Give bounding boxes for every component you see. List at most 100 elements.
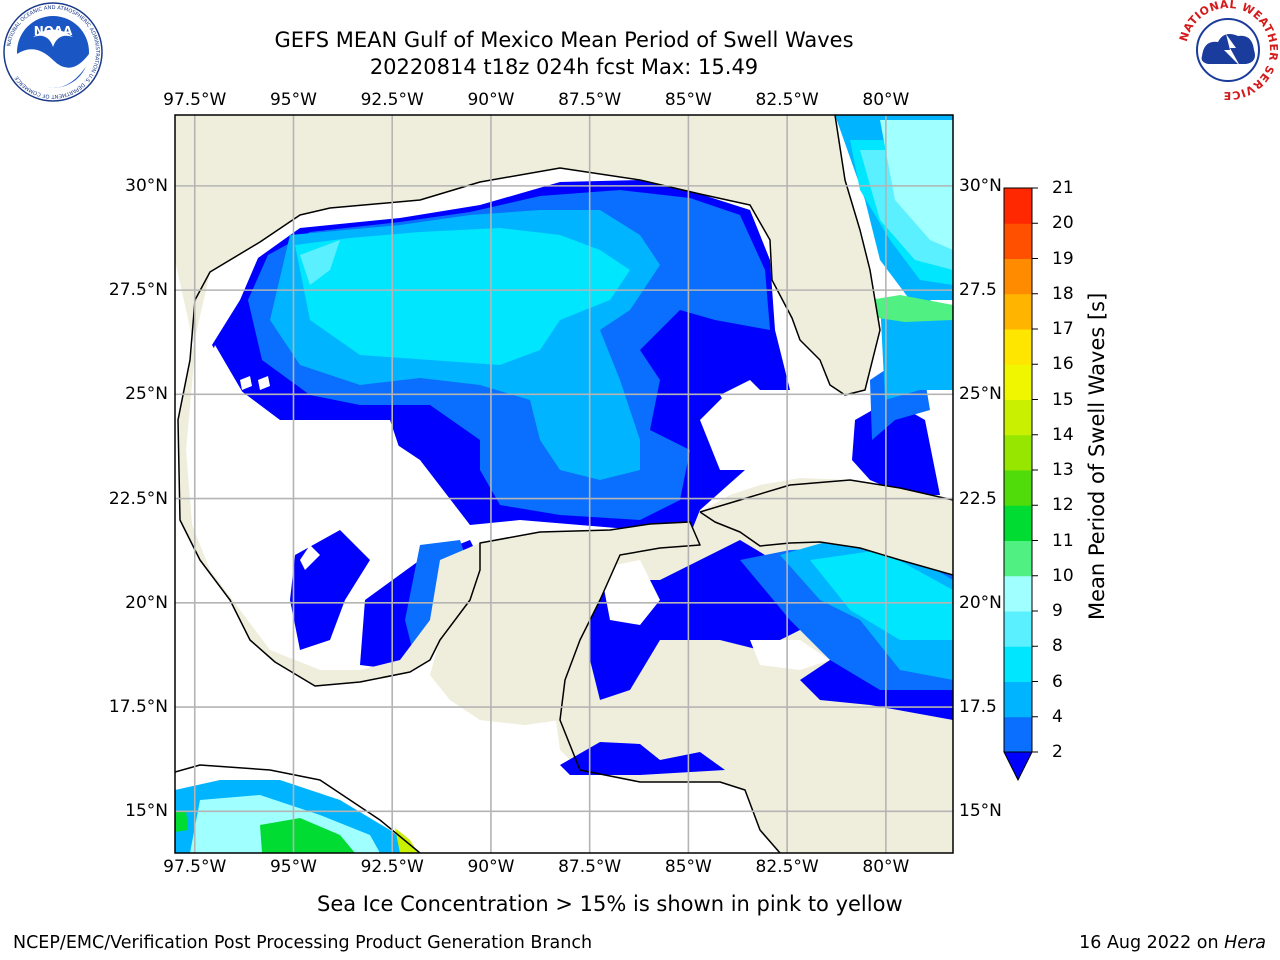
no-data-region-5 xyxy=(750,640,830,670)
tick-label: 85°W xyxy=(664,90,712,110)
swell-field-15 xyxy=(295,228,630,365)
colorbar-extend-arrow xyxy=(1003,751,1033,782)
no-data-region-3 xyxy=(300,545,320,570)
colorbar-segment-7 xyxy=(1004,470,1032,506)
tick-label: 90°W xyxy=(467,90,515,110)
footer-machine: Hera xyxy=(1224,933,1266,953)
colorbar-label: Mean Period of Swell Waves [s] xyxy=(1085,292,1109,620)
no-data-region-0 xyxy=(200,345,400,530)
tick-label: 95°W xyxy=(269,90,317,110)
coastline-4 xyxy=(175,764,421,853)
chart-title: GEFS MEAN Gulf of Mexico Mean Period of … xyxy=(274,28,854,52)
chart-subtitle: 20220814 t18z 024h fcst Max: 15.49 xyxy=(369,55,759,79)
colorbar-tick-label: 18 xyxy=(1052,283,1074,304)
colorbar-segment-3 xyxy=(1004,611,1032,647)
colorbar-segment-6 xyxy=(1004,505,1032,541)
tick-label: 27.5°N xyxy=(108,280,168,301)
colorbar-segment-15 xyxy=(1004,188,1032,224)
colorbar-tick-label: 14 xyxy=(1052,424,1074,445)
swell-field-26 xyxy=(175,810,188,832)
colorbar-segment-9 xyxy=(1004,399,1032,436)
coastline-2 xyxy=(699,479,953,513)
colorbar-segment-13 xyxy=(1004,258,1032,295)
colorbar-segment-2 xyxy=(1004,646,1032,682)
swell-field-24 xyxy=(260,818,355,853)
coastline-0 xyxy=(194,115,881,396)
colorbar-segment-12 xyxy=(1004,293,1032,330)
swell-field-18 xyxy=(300,240,340,285)
tick-label: 30°N xyxy=(125,175,168,196)
tick-label: 15°N xyxy=(125,801,168,822)
colorbar-segment-11 xyxy=(1004,329,1032,365)
tick-label: 22.5 xyxy=(959,488,997,509)
colorbar-segment-10 xyxy=(1004,364,1032,400)
footer-branch: NCEP/EMC/Verification Post Processing Pr… xyxy=(13,933,593,953)
tick-label: 87.5°W xyxy=(558,90,622,110)
map-clip-group xyxy=(175,115,953,853)
swell-field-20 xyxy=(880,120,953,250)
tick-label: 97.5°W xyxy=(163,90,227,110)
no-data-region-1 xyxy=(240,376,252,390)
tick-label: 82.5°W xyxy=(755,857,819,877)
tick-label: 97.5°W xyxy=(163,857,227,877)
colorbar-tick-label: 9 xyxy=(1052,601,1063,621)
colorbar-segment-4 xyxy=(1004,575,1032,612)
tick-label: 85°W xyxy=(664,857,712,877)
map-frame xyxy=(174,114,954,854)
tick-label: 92.5°W xyxy=(360,857,424,877)
land-cuba-top xyxy=(700,480,953,575)
tick-label: 90°W xyxy=(467,857,515,877)
coastline-3 xyxy=(699,511,953,576)
colorbar-tick-label: 15 xyxy=(1052,389,1074,410)
noaa-logo-icon: NATIONAL OCEANIC AND ATMOSPHERIC ADMINIS… xyxy=(3,2,103,102)
tick-label: 80°W xyxy=(862,857,910,877)
tick-label: 20°N xyxy=(959,592,1002,613)
noaa-logo-text: NOAA xyxy=(34,24,73,38)
tick-label: 25°N xyxy=(125,384,168,405)
colorbar-tick-label: 8 xyxy=(1052,636,1063,657)
tick-label: 82.5°W xyxy=(755,90,819,110)
land-yucatan-top xyxy=(430,522,700,725)
tick-label: 95°W xyxy=(269,857,317,877)
colorbar-tick-label: 10 xyxy=(1052,565,1074,586)
colorbar-segment-1 xyxy=(1004,681,1032,718)
sea-ice-note: Sea Ice Concentration > 15% is shown in … xyxy=(317,892,903,916)
colorbar-segment-14 xyxy=(1004,223,1032,259)
colorbar-tick-label: 6 xyxy=(1052,671,1063,692)
swell-field-21 xyxy=(870,295,953,322)
tick-label: 17.5 xyxy=(959,697,997,718)
no-data-region-6 xyxy=(720,380,770,420)
colorbar-tick-label: 17 xyxy=(1052,319,1074,339)
tick-label: 92.5°W xyxy=(360,90,424,110)
tick-label: 22.5°N xyxy=(108,488,168,509)
coastline-1 xyxy=(177,299,781,853)
colorbar-tick-label: 19 xyxy=(1052,248,1074,269)
colorbar-tick-label: 2 xyxy=(1052,742,1063,762)
tick-label: 87.5°W xyxy=(558,857,622,877)
tick-label: 80°W xyxy=(862,90,910,110)
tick-label: 27.5 xyxy=(959,280,997,301)
colorbar-tick-label: 4 xyxy=(1052,706,1063,727)
colorbar-segment-0 xyxy=(1004,716,1032,753)
colorbar-segment-8 xyxy=(1004,434,1032,471)
tick-label: 15°N xyxy=(959,801,1002,822)
swell-field-14 xyxy=(880,300,953,400)
colorbar-tick-label: 21 xyxy=(1052,178,1074,198)
footer-date: 16 Aug 2022 on Hera xyxy=(1079,932,1266,954)
swell-period-map xyxy=(174,114,954,854)
tick-label: 25°N xyxy=(959,384,1002,405)
no-data-region-4 xyxy=(600,560,660,625)
no-data-region-2 xyxy=(258,376,270,390)
footer-date-text: 16 Aug 2022 on xyxy=(1079,933,1225,953)
colorbar xyxy=(1003,187,1038,782)
tick-label: 30°N xyxy=(959,175,1002,196)
tick-label: 17.5°N xyxy=(108,697,168,718)
colorbar-tick-label: 13 xyxy=(1052,460,1074,480)
nws-logo-icon: NATIONAL WEATHER SERVICE xyxy=(1178,0,1278,100)
colorbar-tick-label: 20 xyxy=(1052,213,1074,234)
colorbar-tick-label: 12 xyxy=(1052,495,1074,516)
tick-label: 20°N xyxy=(125,592,168,613)
swell-field-4 xyxy=(560,742,725,775)
colorbar-tick-label: 11 xyxy=(1052,530,1074,551)
